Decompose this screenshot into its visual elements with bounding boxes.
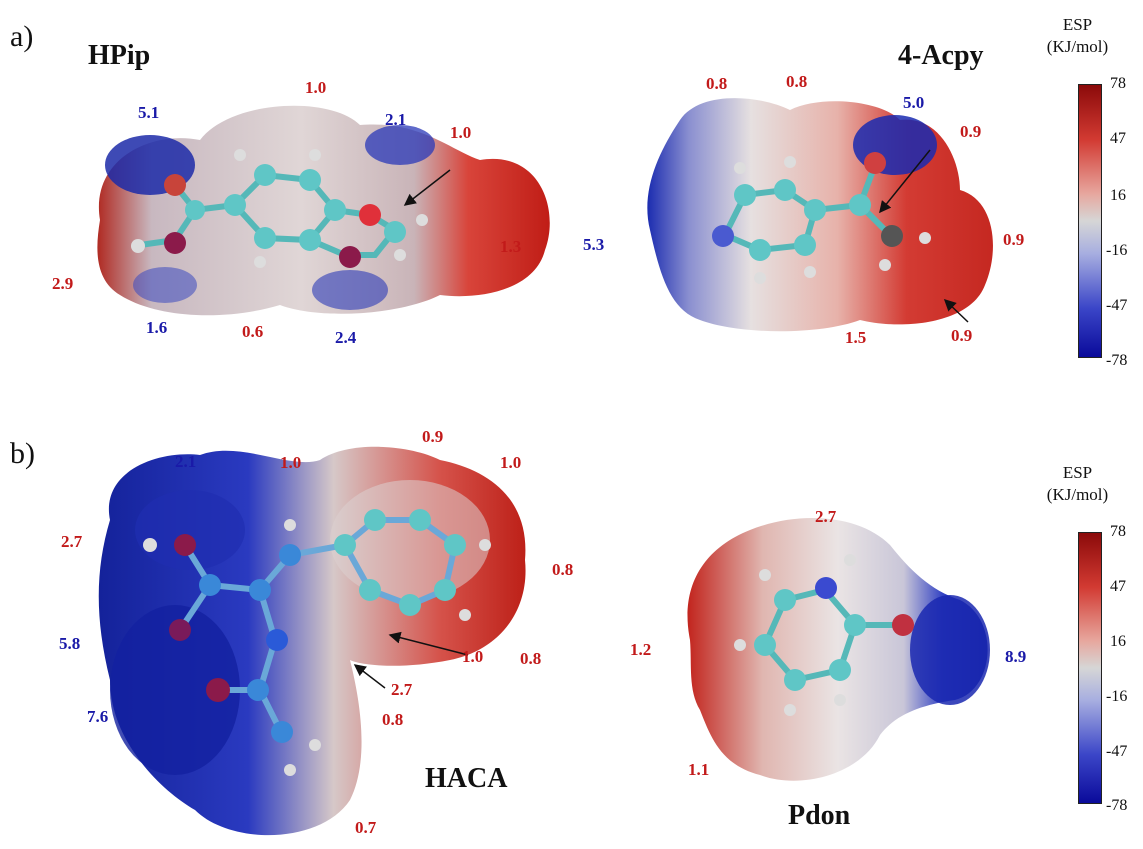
pdon-value: 8.9 bbox=[1005, 647, 1027, 666]
hpip-value: 1.0 bbox=[450, 123, 472, 142]
colorbar-a-title-line1: ESP bbox=[1062, 15, 1093, 34]
haca-atoms bbox=[143, 509, 491, 776]
haca-value: 0.7 bbox=[355, 818, 377, 837]
colorbar-a-tick: 16 bbox=[1110, 187, 1126, 204]
haca-value: 1.0 bbox=[280, 453, 302, 472]
acpy-value: 5.3 bbox=[583, 235, 605, 254]
haca-value: 2.7 bbox=[391, 680, 413, 699]
colorbar-b-tick: 78 bbox=[1110, 523, 1126, 540]
colorbar-b-title-line1: ESP bbox=[1062, 463, 1093, 482]
colorbar-a-tick: 78 bbox=[1110, 75, 1126, 92]
pdon-value: 1.1 bbox=[688, 760, 710, 779]
colorbar-a-title-line2: (KJ/mol) bbox=[1046, 37, 1109, 56]
pdon-name: Pdon bbox=[788, 800, 851, 831]
colorbar-b-tick: -47 bbox=[1106, 743, 1128, 760]
colorbar-b-tick: 47 bbox=[1110, 578, 1126, 595]
colorbar-a-tick: 47 bbox=[1110, 130, 1126, 147]
hpip-value: 2.4 bbox=[335, 328, 357, 347]
haca-value: 7.6 bbox=[87, 707, 109, 726]
hpip-atoms bbox=[131, 149, 428, 268]
colorbar-b-tick: -78 bbox=[1106, 797, 1128, 814]
pdon-atoms bbox=[734, 554, 914, 716]
haca-value: 0.8 bbox=[382, 710, 404, 729]
haca-value: 0.8 bbox=[520, 649, 542, 668]
colorbar-b-tick: -16 bbox=[1106, 688, 1128, 705]
pdon-value: 1.2 bbox=[630, 640, 652, 659]
panel-a-label: a) bbox=[10, 20, 34, 53]
haca-value: 2.1 bbox=[175, 452, 197, 471]
acpy-arrow-bottom bbox=[943, 298, 969, 323]
acpy-atoms bbox=[712, 152, 931, 284]
acpy-arrow-top bbox=[879, 149, 931, 214]
acpy-value: 0.8 bbox=[706, 74, 728, 93]
colorbar-a-tick: -78 bbox=[1106, 352, 1128, 369]
hpip-value: 2.1 bbox=[385, 110, 407, 129]
panel-b-label: b) bbox=[10, 437, 35, 470]
acpy-value: 1.5 bbox=[845, 328, 867, 347]
hpip-value: 1.6 bbox=[146, 318, 168, 337]
hpip-value: 5.1 bbox=[138, 103, 160, 122]
colorbar-b-title-line2: (KJ/mol) bbox=[1046, 485, 1109, 504]
haca-value: 0.8 bbox=[552, 560, 574, 579]
colorbar-b-tick: 16 bbox=[1110, 633, 1126, 650]
acpy-value: 0.9 bbox=[1003, 230, 1025, 249]
haca-value: 0.9 bbox=[422, 427, 444, 446]
colorbar-a-tick: -16 bbox=[1106, 242, 1128, 259]
haca-value: 1.0 bbox=[462, 647, 484, 666]
pdon-value: 2.7 bbox=[815, 507, 837, 526]
haca-value: 1.0 bbox=[500, 453, 522, 472]
hpip-value: 2.9 bbox=[52, 274, 74, 293]
hpip-name: HPip bbox=[88, 40, 151, 71]
acpy-value: 0.9 bbox=[951, 326, 973, 345]
colorbar-b bbox=[1078, 532, 1102, 804]
acpy-name: 4-Acpy bbox=[898, 40, 984, 71]
haca-arrow-1 bbox=[388, 631, 469, 656]
colorbar-b-title: ESP (KJ/mol) bbox=[1040, 462, 1115, 506]
haca-arrow-2 bbox=[353, 664, 386, 689]
hpip-value: 1.3 bbox=[500, 237, 522, 256]
colorbar-a-title: ESP (KJ/mol) bbox=[1040, 14, 1115, 58]
acpy-value: 0.8 bbox=[786, 72, 808, 91]
acpy-value: 5.0 bbox=[903, 93, 925, 112]
haca-value: 2.7 bbox=[61, 532, 83, 551]
haca-name: HACA bbox=[425, 763, 508, 794]
colorbar-a-tick: -47 bbox=[1106, 297, 1128, 314]
hpip-value: 1.0 bbox=[305, 78, 327, 97]
hpip-esp-surface bbox=[97, 105, 550, 316]
hpip-arrow bbox=[403, 169, 451, 206]
haca-value: 5.8 bbox=[59, 634, 81, 653]
acpy-value: 0.9 bbox=[960, 122, 982, 141]
colorbar-a bbox=[1078, 84, 1102, 358]
pdon-esp-surface bbox=[687, 518, 990, 781]
hpip-value: 0.6 bbox=[242, 322, 264, 341]
